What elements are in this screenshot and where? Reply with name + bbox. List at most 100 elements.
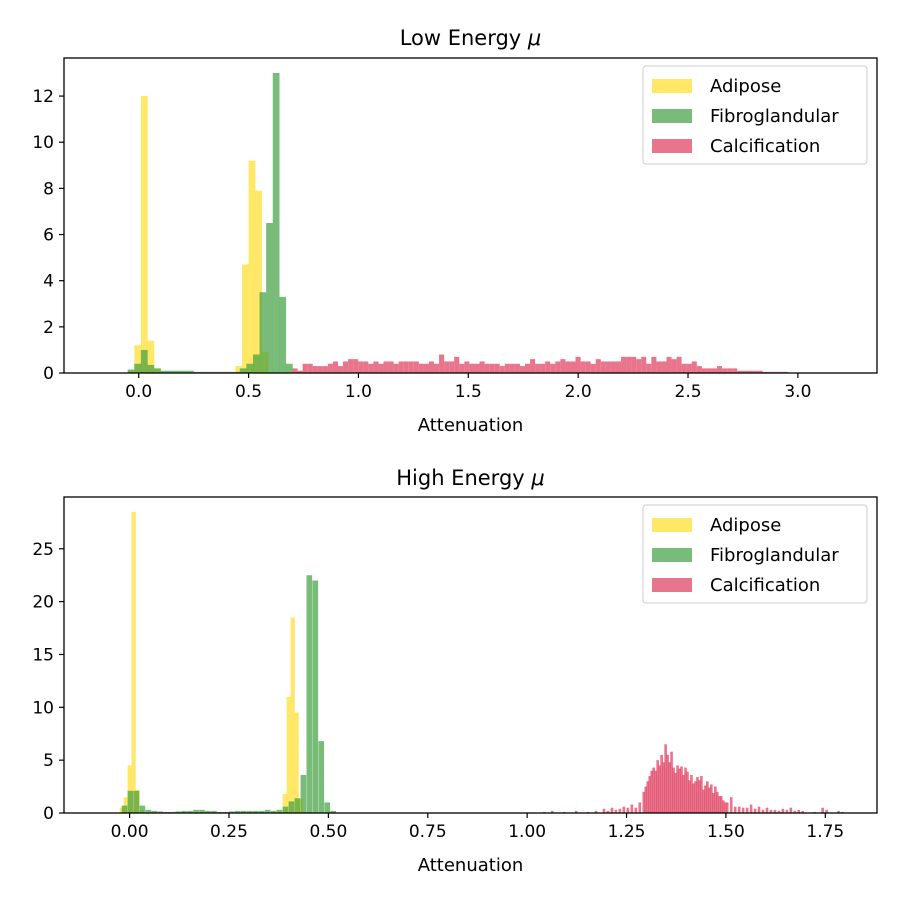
bar-calcification — [644, 786, 648, 813]
bar-fibroglandular — [187, 810, 193, 813]
bar-calcification — [749, 804, 753, 813]
bar-calcification — [638, 802, 642, 813]
series-adipose — [127, 96, 269, 373]
bar-calcification — [719, 796, 723, 813]
bar-fibroglandular — [147, 364, 155, 373]
bar-calcification — [777, 810, 781, 813]
bar-calcification — [729, 797, 733, 813]
bar-fibroglandular — [312, 580, 319, 813]
bar-fibroglandular — [288, 801, 295, 813]
bar-calcification — [789, 807, 793, 813]
bar-calcification — [704, 785, 707, 813]
bar-calcification — [575, 356, 581, 373]
legend-swatch-adipose — [652, 79, 692, 93]
series-fibroglandular — [127, 73, 293, 373]
bar-calcification — [793, 810, 797, 813]
bar-calcification — [610, 807, 614, 813]
chart-title-low-energy: Low Energy μ — [400, 26, 542, 50]
bar-calcification — [664, 744, 667, 813]
bar-calcification — [652, 767, 655, 813]
bar-calcification — [540, 363, 546, 373]
bar-calcification — [297, 370, 303, 373]
bar-fibroglandular — [211, 810, 217, 813]
bar-calcification — [428, 361, 435, 373]
plot-frame-high-energy — [63, 496, 878, 814]
bar-fibroglandular — [258, 810, 265, 813]
y-tick-label: 5 — [43, 751, 54, 771]
x-tick-label: 0.00 — [111, 822, 149, 842]
bar-calcification — [696, 777, 699, 813]
bar-calcification — [656, 361, 662, 373]
x-tick-label: 0.0 — [125, 382, 152, 402]
bar-adipose — [123, 797, 128, 813]
bar-fibroglandular — [252, 354, 260, 373]
bar-fibroglandular — [252, 810, 259, 813]
bar-calcification — [413, 361, 419, 373]
bar-adipose — [255, 190, 262, 373]
bar-fibroglandular — [205, 810, 211, 813]
bar-calcification — [580, 361, 586, 373]
legend-label-calcification: Calcification — [710, 575, 820, 596]
bar-calcification — [688, 780, 691, 813]
bar-calcification — [545, 361, 551, 373]
bar-calcification — [605, 361, 611, 373]
x-tick-label: 1.25 — [608, 822, 646, 842]
bar-fibroglandular — [279, 296, 287, 373]
bar-calcification — [307, 363, 313, 373]
bar-fibroglandular — [157, 811, 164, 813]
x-tick-label: 0.50 — [309, 822, 347, 842]
bar-calcification — [634, 807, 638, 813]
bar-calcification — [312, 366, 318, 373]
y-tick-label: 4 — [43, 272, 54, 292]
bar-calcification — [737, 806, 741, 813]
bar-calcification — [698, 780, 701, 813]
bar-calcification — [686, 771, 689, 813]
bar-calcification — [618, 808, 622, 813]
y-tick-label: 6 — [43, 226, 54, 246]
bar-fibroglandular — [134, 363, 142, 373]
bar-calcification — [479, 361, 485, 373]
y-tick-label: 0 — [43, 364, 54, 384]
bar-fibroglandular — [294, 798, 301, 813]
bar-calcification — [691, 361, 697, 373]
bar-calcification — [614, 809, 618, 813]
bar-calcification — [696, 366, 702, 373]
bar-fibroglandular — [121, 805, 128, 813]
bar-calcification — [489, 363, 495, 373]
bar-fibroglandular — [199, 809, 205, 813]
y-tick-label: 10 — [32, 133, 54, 153]
bar-calcification — [368, 363, 374, 373]
bar-fibroglandular — [154, 368, 161, 373]
legend-swatch-calcification — [652, 139, 692, 153]
bar-calcification — [292, 368, 298, 373]
bar-calcification — [398, 361, 404, 373]
x-tick-label: 2.0 — [565, 382, 592, 402]
legend-label-calcification: Calcification — [710, 136, 820, 157]
bar-calcification — [646, 363, 652, 373]
x-tick-label: 1.0 — [345, 382, 372, 402]
bar-fibroglandular — [266, 223, 273, 373]
bar-calcification — [769, 809, 773, 813]
bar-calcification — [449, 361, 455, 373]
bar-adipose — [282, 793, 287, 813]
bar-calcification — [418, 363, 424, 373]
legend-box — [642, 65, 868, 165]
x-tick-label: 2.5 — [675, 382, 702, 402]
bar-calcification — [332, 361, 338, 373]
x-axis-label-low-energy: Attenuation — [418, 415, 524, 436]
bar-calcification — [773, 809, 777, 813]
bar-calcification — [725, 802, 729, 813]
bar-calcification — [672, 767, 675, 813]
x-axis-high-energy: 0.00 0.25 0.50 0.75 1.00 1.25 1.50 1.75 — [111, 813, 844, 842]
bar-fibroglandular — [127, 369, 135, 373]
bar-calcification — [721, 800, 725, 813]
bar-calcification — [464, 361, 470, 373]
bar-calcification — [757, 806, 761, 813]
bar-adipose — [127, 765, 132, 813]
bar-calcification — [646, 781, 650, 813]
x-tick-label: 1.00 — [508, 822, 546, 842]
bar-fibroglandular — [127, 790, 134, 813]
bar-fibroglandular — [180, 370, 188, 373]
bar-calcification — [469, 363, 475, 373]
bar-calcification — [821, 807, 824, 813]
